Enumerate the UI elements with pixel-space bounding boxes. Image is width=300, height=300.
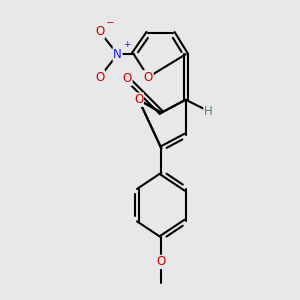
Text: H: H [204,105,213,118]
Text: O: O [95,70,104,83]
Text: O: O [144,70,153,83]
Text: N: N [113,48,122,61]
Text: O: O [157,255,166,268]
Text: O: O [95,25,104,38]
Text: O: O [123,72,132,85]
Text: −: − [105,18,114,28]
Text: O: O [134,93,143,106]
Text: +: + [123,40,131,50]
